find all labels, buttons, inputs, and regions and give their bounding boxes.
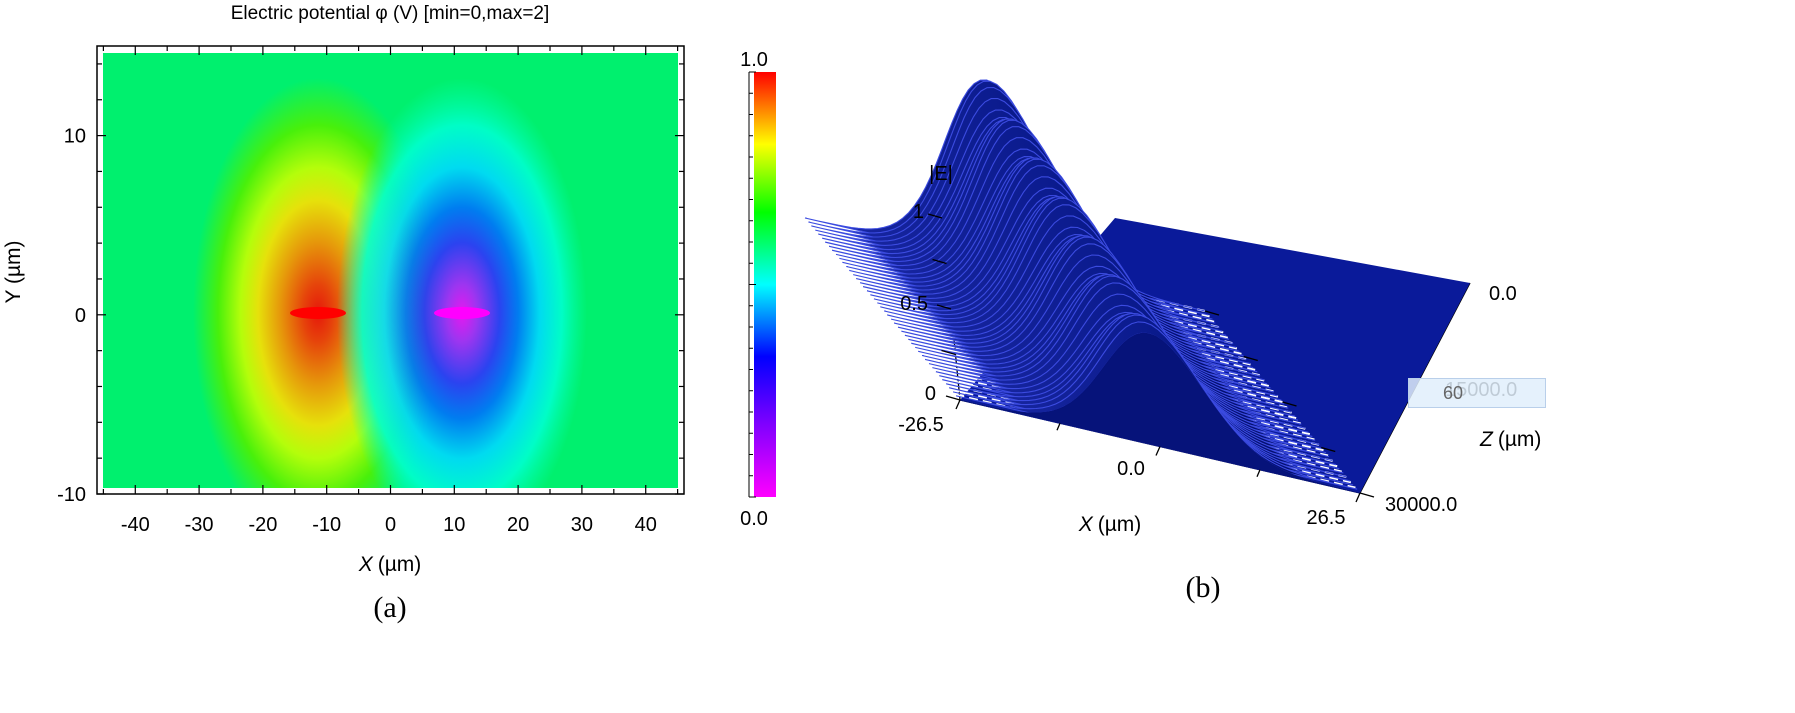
z-tick-mark bbox=[932, 258, 947, 265]
depth-axis-label: Z (µm) bbox=[1479, 428, 1541, 451]
gaussian-ridge bbox=[804, 79, 1361, 494]
heatmap-panel: Electric potential φ (V) [min=0,max=2] -… bbox=[2, 3, 776, 624]
x-tick-label: 30 bbox=[571, 514, 593, 536]
surface-panel: |E| 1 0.5 0 -26.5 0.0 26.5 0.0 15000.0 3… bbox=[804, 79, 1541, 604]
z-tick-label-1: 1 bbox=[913, 201, 924, 223]
z-tick-label-0: 0 bbox=[925, 383, 936, 405]
x-tick-mark bbox=[1355, 492, 1361, 503]
x-tick-label-mid: 0.0 bbox=[1117, 458, 1145, 480]
y-tick-label: 10 bbox=[64, 126, 86, 148]
y-axis-ticks: -10 0 10 bbox=[57, 63, 684, 506]
colorbar-max-label: 1.0 bbox=[740, 49, 768, 71]
x-tick-label: 20 bbox=[507, 514, 529, 536]
z-tick-mark bbox=[945, 395, 961, 401]
colorbar: 1.0 0.0 bbox=[740, 49, 776, 530]
value-input-overlay[interactable]: 60 bbox=[1408, 378, 1546, 408]
x-tick-label: -40 bbox=[121, 514, 150, 536]
z-axis-label: |E| bbox=[929, 163, 953, 185]
panel-label-b: (b) bbox=[1186, 571, 1221, 604]
depth-tick-mark bbox=[1321, 446, 1336, 453]
x-tick-label: -20 bbox=[248, 514, 277, 536]
negative-pole-blob bbox=[337, 78, 587, 488]
colorbar-min-label: 0.0 bbox=[740, 508, 768, 530]
panel-label-a: (a) bbox=[373, 591, 406, 624]
value-input-text: 60 bbox=[1443, 383, 1464, 403]
x-tick-label: 10 bbox=[443, 514, 465, 536]
x-tick-mark bbox=[1155, 446, 1161, 456]
x-axis-label: X (µm) bbox=[358, 553, 422, 576]
colorbar-ticks bbox=[749, 71, 756, 498]
depth-tick-mark bbox=[1243, 355, 1258, 362]
heatmap-plot-area bbox=[103, 53, 678, 488]
surface-ticks bbox=[927, 213, 1375, 503]
x-tick-label-max: 26.5 bbox=[1307, 507, 1346, 529]
chart-title: Electric potential φ (V) [min=0,max=2] bbox=[231, 3, 550, 24]
depth-tick-mark bbox=[1359, 492, 1375, 498]
depth-tick-mark bbox=[1282, 401, 1297, 407]
x-minor-tick-mark bbox=[1256, 469, 1261, 478]
x-axis-ticks: -40 -30 -20 -10 0 10 20 30 40 bbox=[102, 46, 679, 536]
x-axis-label-b: X (µm) bbox=[1078, 513, 1142, 536]
x-tick-label-min: -26.5 bbox=[898, 414, 944, 436]
ridge-front-face bbox=[959, 332, 1361, 494]
depth-tick-label-end: 30000.0 bbox=[1385, 494, 1457, 516]
z-tick-mark bbox=[936, 304, 952, 310]
x-tick-label: 40 bbox=[635, 514, 657, 536]
depth-tick-mark bbox=[1204, 310, 1220, 316]
depth-tick-label-start: 0.0 bbox=[1489, 283, 1517, 305]
x-tick-label: -30 bbox=[185, 514, 214, 536]
x-tick-mark bbox=[955, 399, 961, 410]
z-tick-label-0.5: 0.5 bbox=[900, 293, 928, 315]
y-tick-label: 0 bbox=[75, 305, 86, 327]
z-tick-mark bbox=[927, 213, 943, 219]
x-tick-label: 0 bbox=[385, 514, 396, 536]
y-axis-label: Y (µm) bbox=[2, 240, 25, 303]
colorbar-fill bbox=[754, 72, 776, 497]
positive-pole-core bbox=[290, 307, 346, 319]
x-minor-tick-mark bbox=[1056, 422, 1061, 431]
y-tick-label: -10 bbox=[57, 484, 86, 506]
x-tick-label: -10 bbox=[312, 514, 341, 536]
negative-pole-core bbox=[434, 307, 490, 319]
z-tick-mark bbox=[941, 349, 956, 356]
